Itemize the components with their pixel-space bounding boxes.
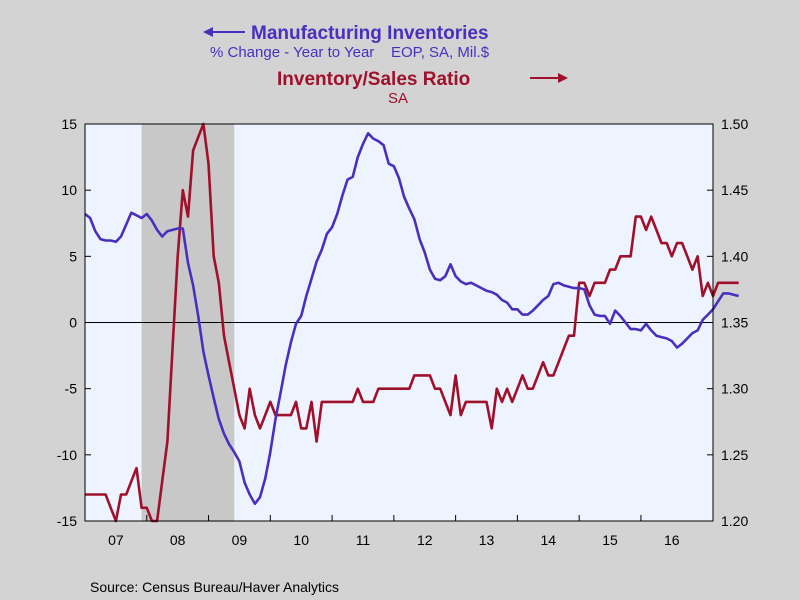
right-tick-label: 1.30 <box>721 381 748 397</box>
left-tick-label: -5 <box>65 381 78 397</box>
x-tick-label: 15 <box>602 532 618 548</box>
left-axis-ticks: 15 10 5 0 -5 -10 -15 <box>57 116 91 529</box>
left-tick-label: 0 <box>69 315 77 331</box>
plot-frame <box>84 123 714 522</box>
series-line-manufacturing-inventories <box>84 132 740 506</box>
left-series-subtitle: % Change - Year to Year EOP, SA, Mil.$ <box>210 44 490 61</box>
left-series-title: Manufacturing Inventories <box>251 23 489 44</box>
left-tick-label: 15 <box>61 116 77 132</box>
left-tick-label: 5 <box>69 248 77 264</box>
left-tick-label: -15 <box>57 513 77 529</box>
source-note: Source: Census Bureau/Haver Analytics <box>90 579 339 595</box>
right-tick-label: 1.25 <box>721 447 748 463</box>
right-axis-ticks: 1.50 1.45 1.40 1.35 1.30 1.25 1.20 <box>707 116 748 529</box>
right-series-title: Inventory/Sales Ratio <box>277 69 470 90</box>
x-tick-label: 11 <box>356 532 371 548</box>
right-tick-label: 1.50 <box>721 116 748 132</box>
x-axis-ticks: 07 08 09 10 11 12 13 14 15 16 <box>108 515 680 548</box>
x-tick-label: 16 <box>664 532 680 548</box>
left-tick-label: -10 <box>57 447 77 463</box>
right-tick-label: 1.35 <box>721 315 748 331</box>
left-tick-label: 10 <box>61 182 77 198</box>
x-tick-label: 09 <box>232 532 248 548</box>
x-tick-label: 07 <box>108 532 124 548</box>
right-series-title-group: Inventory/Sales Ratio SA <box>277 69 568 107</box>
x-tick-label: 10 <box>293 532 309 548</box>
x-tick-label: 13 <box>479 532 495 548</box>
right-tick-label: 1.45 <box>721 182 748 198</box>
series-line-inventory-sales-ratio <box>85 122 739 523</box>
right-tick-label: 1.40 <box>721 248 748 264</box>
x-tick-label: 12 <box>417 532 433 548</box>
x-tick-label: 14 <box>540 532 556 548</box>
x-tick-label: 08 <box>170 532 186 548</box>
left-series-title-group: Manufacturing Inventories % Change - Yea… <box>203 23 490 61</box>
right-tick-label: 1.20 <box>721 513 748 529</box>
right-series-subtitle: SA <box>388 90 408 107</box>
right-arrow-head-icon <box>558 73 568 83</box>
left-arrow-head-icon <box>203 27 213 37</box>
